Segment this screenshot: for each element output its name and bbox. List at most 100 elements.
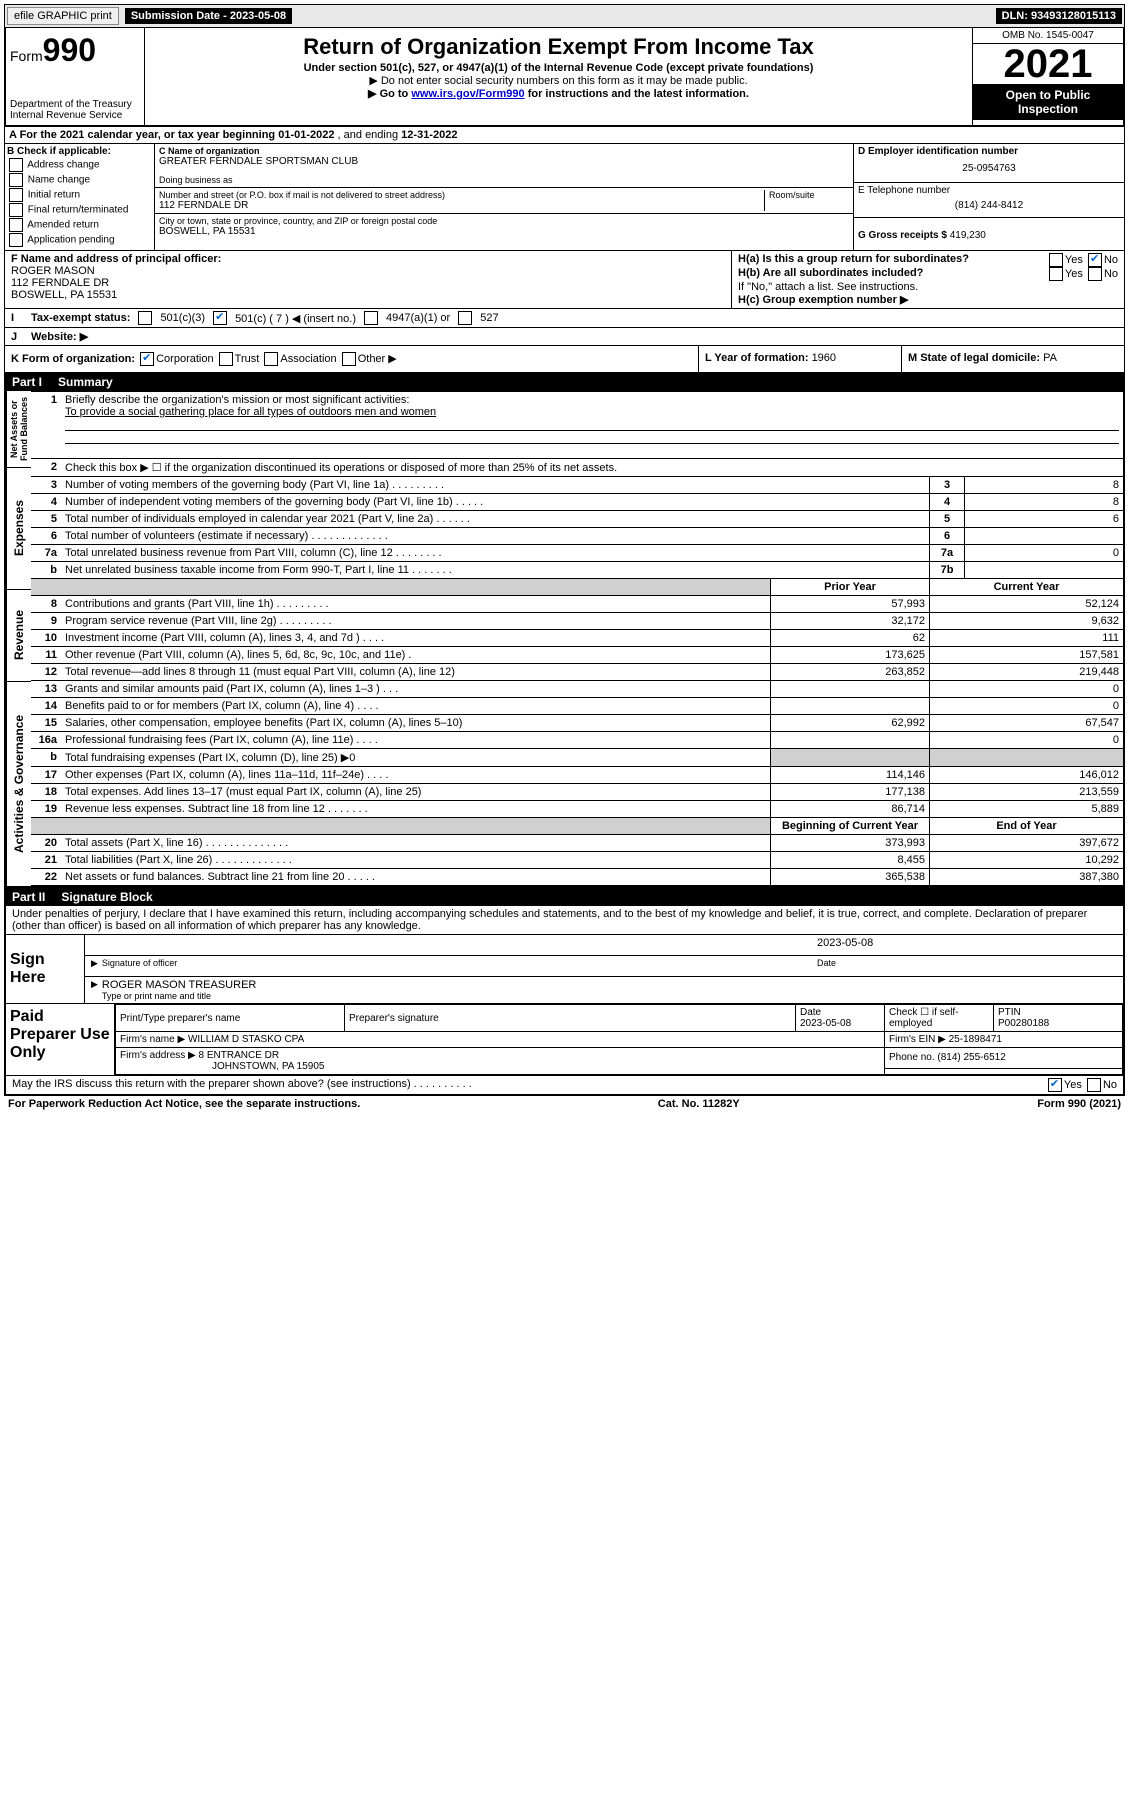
- sig-name-line: ROGER MASON TREASURER Type or print name…: [85, 977, 1123, 1003]
- row-i: I Tax-exempt status: 501(c)(3) 501(c) ( …: [4, 309, 1125, 328]
- officer-name: ROGER MASON: [11, 265, 725, 277]
- preparer-table: Print/Type preparer's name Preparer's si…: [115, 1004, 1123, 1075]
- line-7b: bNet unrelated business taxable income f…: [31, 562, 1123, 579]
- l14-p: [771, 698, 930, 715]
- l7a-n: 7a: [31, 545, 61, 562]
- officer-addr2: BOSWELL, PA 15531: [11, 289, 725, 301]
- sig-date-line: 2023-05-08: [85, 935, 1123, 956]
- l16b-p: [771, 749, 930, 767]
- website-label: Website: ▶: [31, 330, 88, 343]
- l14-n: 14: [31, 698, 61, 715]
- col-h: H(a) Is this a group return for subordin…: [731, 251, 1124, 308]
- l15-p: 62,992: [771, 715, 930, 732]
- prep-h3: Date2023-05-08: [796, 1005, 885, 1032]
- opt-3: Final return/terminated: [28, 205, 129, 216]
- l4-n: 4: [31, 494, 61, 511]
- l20-n: 20: [31, 835, 61, 852]
- l15-d: Salaries, other compensation, employee b…: [61, 715, 771, 732]
- l2-num: 2: [31, 459, 61, 477]
- sign-here-label: Sign Here: [6, 935, 84, 1003]
- hdr-be-pad2: [61, 818, 771, 835]
- col-b-header: B Check if applicable:: [7, 146, 152, 157]
- cb-application-pending[interactable]: Application pending: [7, 233, 152, 247]
- row-a-label: A For the 2021 calendar year, or tax yea…: [9, 129, 278, 141]
- prep-h1: Print/Type preparer's name: [116, 1005, 345, 1032]
- l16a-n: 16a: [31, 732, 61, 749]
- l16b-c: [930, 749, 1124, 767]
- header-mid: Return of Organization Exempt From Incom…: [145, 28, 972, 125]
- cb-final-return[interactable]: Final return/terminated: [7, 203, 152, 217]
- prep-h4: Check ☐ if self-employed: [885, 1005, 994, 1032]
- line-17: 17Other expenses (Part IX, column (A), l…: [31, 767, 1123, 784]
- l22-p: 365,538: [771, 869, 930, 886]
- efile-print-button[interactable]: efile GRAPHIC print: [7, 7, 119, 25]
- l20-p: 373,993: [771, 835, 930, 852]
- preparer-row: Paid Preparer Use Only Print/Type prepar…: [6, 1003, 1123, 1075]
- cb-name-change[interactable]: Name change: [7, 173, 152, 187]
- l15-n: 15: [31, 715, 61, 732]
- hc-label: H(c) Group exemption number ▶: [738, 293, 1118, 306]
- l4-d: Number of independent voting members of …: [61, 494, 930, 511]
- sign-here-row: Sign Here 2023-05-08 Signature of office…: [6, 934, 1123, 1003]
- l10-d: Investment income (Part VIII, column (A)…: [61, 630, 771, 647]
- prep-firm-addr: Firm's address ▶ 8 ENTRANCE DR JOHNSTOWN…: [116, 1048, 885, 1075]
- hdr-end: End of Year: [930, 818, 1124, 835]
- open-inspection: Open to Public Inspection: [973, 84, 1123, 120]
- l6-v: [965, 528, 1124, 545]
- cb-initial-return[interactable]: Initial return: [7, 188, 152, 202]
- row-a-mid: , and ending: [338, 129, 402, 141]
- l18-d: Total expenses. Add lines 13–17 (must eq…: [61, 784, 771, 801]
- l18-c: 213,559: [930, 784, 1124, 801]
- street-label: Number and street (or P.O. box if mail i…: [159, 190, 764, 200]
- signature-section: Under penalties of perjury, I declare th…: [4, 906, 1125, 1096]
- l10-p: 62: [771, 630, 930, 647]
- l11-p: 173,625: [771, 647, 930, 664]
- l19-c: 5,889: [930, 801, 1124, 818]
- cb-address-change[interactable]: Address change: [7, 158, 152, 172]
- l19-d: Revenue less expenses. Subtract line 18 …: [61, 801, 771, 818]
- line-22: 22Net assets or fund balances. Subtract …: [31, 869, 1123, 886]
- tel-label: E Telephone number: [858, 185, 1120, 196]
- opt-1: Name change: [28, 175, 90, 186]
- hdr-begin-end: Beginning of Current YearEnd of Year: [31, 818, 1123, 835]
- prep-firm-ein: Firm's EIN ▶ 25-1898471: [885, 1032, 1123, 1048]
- opt-0: Address change: [27, 160, 99, 171]
- l19-p: 86,714: [771, 801, 930, 818]
- row-a-end: 12-31-2022: [401, 129, 457, 141]
- l12-n: 12: [31, 664, 61, 681]
- l16b-d: Total fundraising expenses (Part IX, col…: [61, 749, 771, 767]
- l16b-n: b: [31, 749, 61, 767]
- header-right: OMB No. 1545-0047 2021 Open to Public In…: [972, 28, 1123, 125]
- k-assoc: Association: [280, 353, 336, 365]
- l8-c: 52,124: [930, 596, 1124, 613]
- l6-d: Total number of volunteers (estimate if …: [61, 528, 930, 545]
- l-label: L Year of formation:: [705, 352, 812, 364]
- l4-v: 8: [965, 494, 1124, 511]
- l5-d: Total number of individuals employed in …: [61, 511, 930, 528]
- room-suite-label: Room/suite: [764, 190, 849, 211]
- cb-amended-return[interactable]: Amended return: [7, 218, 152, 232]
- sig-officer-line: Signature of officer Date: [85, 956, 1123, 977]
- sub3-post: for instructions and the latest informat…: [525, 88, 749, 100]
- l20-d: Total assets (Part X, line 16) . . . . .…: [61, 835, 771, 852]
- l16a-p: [771, 732, 930, 749]
- ein-label: D Employer identification number: [858, 146, 1120, 157]
- l1-desc: Briefly describe the organization's miss…: [61, 392, 1123, 459]
- prep-row2: Firm's name ▶ WILLIAM D STASKO CPA Firm'…: [116, 1032, 1123, 1048]
- tax-year: 2021: [973, 44, 1123, 84]
- officer-addr1: 112 FERNDALE DR: [11, 277, 725, 289]
- discuss-row: May the IRS discuss this return with the…: [6, 1075, 1123, 1094]
- form-title: Return of Organization Exempt From Incom…: [149, 34, 968, 60]
- l22-n: 22: [31, 869, 61, 886]
- line-15: 15Salaries, other compensation, employee…: [31, 715, 1123, 732]
- l8-n: 8: [31, 596, 61, 613]
- form-subtitle-3: ▶ Go to www.irs.gov/Form990 for instruct…: [149, 87, 968, 100]
- line-3: 3Number of voting members of the governi…: [31, 477, 1123, 494]
- hb-label: H(b) Are all subordinates included?: [738, 267, 923, 281]
- part1-num: Part I: [12, 375, 42, 389]
- footer-left: For Paperwork Reduction Act Notice, see …: [8, 1098, 360, 1110]
- tel-cell: E Telephone number (814) 244-8412: [854, 183, 1124, 218]
- l7b-v: [965, 562, 1124, 579]
- irs-link[interactable]: www.irs.gov/Form990: [411, 88, 524, 100]
- street-value: 112 FERNDALE DR: [159, 200, 764, 211]
